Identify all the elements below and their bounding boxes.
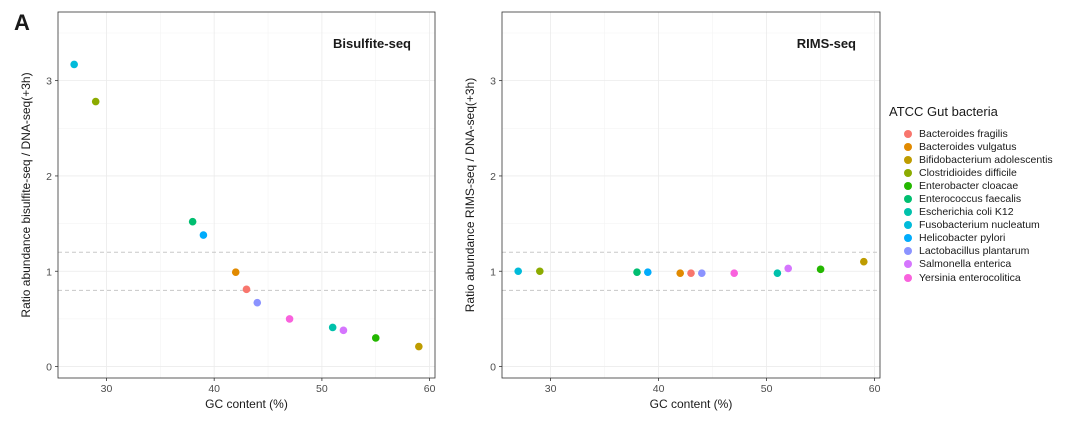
y-tick-label: 1 xyxy=(46,266,52,278)
data-point xyxy=(285,315,294,323)
legend-label: Salmonella enterica xyxy=(919,258,1012,271)
legend-label: Clostridioides difficile xyxy=(919,166,1017,179)
legend-item: Escherichia coli K12 xyxy=(889,206,1053,219)
plot-area xyxy=(58,12,435,378)
legend-label: Fusobacterium nucleatum xyxy=(919,219,1040,232)
x-tick-label: 40 xyxy=(653,383,665,395)
data-point xyxy=(91,97,100,106)
data-point xyxy=(784,264,792,273)
y-tick-label: 3 xyxy=(46,76,52,88)
plot-border xyxy=(501,11,881,379)
legend-marker xyxy=(904,247,912,256)
legend-item: Salmonella enterica xyxy=(889,258,1053,271)
plot-area xyxy=(502,12,880,378)
legend-items: Bacteroides fragilis Bacteroides vulgatus… xyxy=(889,127,1053,284)
legend-label: Bacteroides vulgatus xyxy=(919,140,1017,153)
data-point xyxy=(514,267,522,276)
y-axis-label: Ratio abundance RIMS-seq / DNA-seq(+3h) xyxy=(463,78,477,312)
x-axis-label: GC content (%) xyxy=(650,397,733,411)
x-tick-label: 50 xyxy=(316,383,328,395)
panel-label: A xyxy=(14,10,30,35)
legend-title: ATCC Gut bacteria xyxy=(889,104,998,119)
legend-marker xyxy=(904,195,912,204)
x-tick-label: 30 xyxy=(545,383,557,395)
data-point xyxy=(860,257,868,266)
data-point xyxy=(328,323,337,332)
legend-item: Fusobacterium nucleatum xyxy=(889,219,1053,232)
legend-marker xyxy=(904,181,912,190)
legend: ATCC Gut bacteria Bacteroides fragilis Ba… xyxy=(889,104,1053,284)
data-point xyxy=(773,269,782,277)
data-point xyxy=(70,60,78,69)
x-tick-label: 60 xyxy=(424,383,436,395)
data-point xyxy=(687,269,695,277)
legend-label: Bifidobacterium adolescentis xyxy=(919,153,1053,166)
x-tick-label: 30 xyxy=(101,383,113,395)
x-axis-label: GC content (%) xyxy=(205,397,288,411)
legend-marker xyxy=(904,208,912,217)
legend-marker xyxy=(904,260,912,269)
y-tick-label: 0 xyxy=(46,362,52,374)
legend-item: Enterobacter cloacae xyxy=(889,179,1053,192)
legend-item: Clostridioides difficile xyxy=(889,166,1053,179)
y-tick-label: 0 xyxy=(490,362,496,374)
data-point xyxy=(730,269,738,277)
plot-border xyxy=(57,11,436,379)
legend-item: Bacteroides vulgatus xyxy=(889,140,1053,153)
data-point xyxy=(199,231,208,239)
y-tick-label: 2 xyxy=(46,171,52,183)
data-point xyxy=(633,268,641,277)
chart-title: Bisulfite-seq xyxy=(333,36,411,51)
legend-marker xyxy=(904,168,912,177)
legend-item: Bifidobacterium adolescentis xyxy=(889,153,1053,166)
legend-item: Enterococcus faecalis xyxy=(889,192,1053,205)
legend-item: Bacteroides fragilis xyxy=(889,127,1053,140)
legend-label: Enterobacter cloacae xyxy=(919,179,1019,192)
chart-title: RIMS-seq xyxy=(797,36,856,51)
data-point xyxy=(676,269,684,277)
y-tick-label: 3 xyxy=(490,76,496,88)
data-point xyxy=(242,285,251,294)
legend-item: Lactobacillus plantarum xyxy=(889,245,1053,258)
data-point xyxy=(253,298,262,307)
data-point xyxy=(371,334,380,342)
data-point xyxy=(415,342,423,351)
x-tick-label: 50 xyxy=(761,383,773,395)
legend-item: Helicobacter pylori xyxy=(889,232,1053,245)
data-point xyxy=(231,268,240,277)
legend-label: Helicobacter pylori xyxy=(919,232,1006,245)
y-axis-label: Ratio abundance bisulfite-seq / DNA-seq(… xyxy=(19,72,33,317)
legend-marker xyxy=(904,142,912,151)
legend-item: Yersinia enterocolitica xyxy=(889,271,1053,284)
legend-marker xyxy=(904,221,912,230)
legend-marker xyxy=(904,273,912,282)
legend-label: Yersinia enterocolitica xyxy=(919,271,1021,284)
x-tick-label: 60 xyxy=(869,383,881,395)
data-point xyxy=(188,217,197,226)
legend-marker xyxy=(904,155,912,164)
data-point xyxy=(339,326,348,335)
data-point xyxy=(644,268,652,277)
legend-label: Enterococcus faecalis xyxy=(919,193,1022,206)
y-tick-label: 2 xyxy=(490,171,496,183)
legend-label: Bacteroides fragilis xyxy=(919,127,1008,140)
legend-label: Escherichia coli K12 xyxy=(919,206,1014,219)
legend-marker xyxy=(904,234,912,243)
legend-marker xyxy=(904,129,912,138)
y-tick-label: 1 xyxy=(490,266,496,278)
data-point xyxy=(536,267,544,276)
legend-label: Lactobacillus plantarum xyxy=(919,245,1030,258)
data-point xyxy=(698,269,706,277)
x-tick-label: 40 xyxy=(208,383,220,395)
data-point xyxy=(816,265,825,274)
